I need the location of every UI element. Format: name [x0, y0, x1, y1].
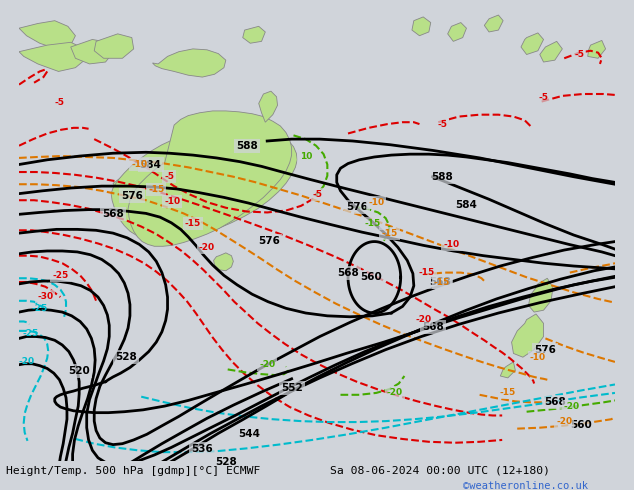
Polygon shape — [412, 17, 430, 36]
Text: -25: -25 — [22, 329, 39, 338]
Text: ©weatheronline.co.uk: ©weatheronline.co.uk — [463, 481, 588, 490]
Text: -20: -20 — [415, 315, 431, 324]
Text: 544: 544 — [238, 429, 261, 439]
Polygon shape — [540, 41, 562, 62]
Text: -15: -15 — [148, 185, 164, 195]
Polygon shape — [71, 40, 113, 64]
Text: -5: -5 — [164, 172, 174, 181]
Text: 520: 520 — [68, 367, 90, 376]
Polygon shape — [521, 33, 543, 54]
Text: 588: 588 — [236, 141, 258, 151]
Polygon shape — [529, 278, 553, 312]
Text: -15: -15 — [381, 229, 398, 238]
Polygon shape — [500, 362, 515, 378]
Text: -20: -20 — [259, 360, 275, 369]
Polygon shape — [588, 40, 605, 58]
Text: 576: 576 — [347, 202, 368, 212]
Text: -20: -20 — [387, 389, 403, 397]
Text: 588: 588 — [431, 172, 453, 182]
Text: 568: 568 — [429, 277, 451, 287]
Text: -15: -15 — [419, 268, 435, 277]
Text: 568: 568 — [337, 268, 359, 278]
Text: 568: 568 — [102, 209, 124, 220]
Text: -25: -25 — [32, 304, 48, 313]
Text: 560: 560 — [361, 272, 382, 282]
Polygon shape — [19, 21, 75, 49]
Text: 568: 568 — [544, 397, 566, 407]
Text: 552: 552 — [281, 383, 302, 393]
Text: -10: -10 — [443, 240, 460, 249]
Text: 536: 536 — [191, 444, 213, 454]
Polygon shape — [128, 111, 292, 246]
Text: -10: -10 — [131, 160, 147, 169]
Polygon shape — [484, 15, 503, 32]
Text: -10: -10 — [164, 196, 180, 206]
Text: -10: -10 — [530, 353, 546, 362]
Text: 576: 576 — [534, 344, 557, 355]
Polygon shape — [94, 34, 134, 58]
Text: 584: 584 — [139, 160, 162, 170]
Text: Height/Temp. 500 hPa [gdmp][°C] ECMWF: Height/Temp. 500 hPa [gdmp][°C] ECMWF — [6, 466, 261, 476]
Text: -10: -10 — [368, 197, 384, 207]
Text: 528: 528 — [215, 458, 236, 467]
Text: -15: -15 — [365, 219, 380, 228]
Text: -15: -15 — [500, 389, 516, 397]
Text: -5: -5 — [538, 93, 548, 102]
Text: -30: -30 — [37, 292, 53, 300]
Polygon shape — [512, 314, 543, 357]
Text: -20: -20 — [18, 357, 35, 367]
Text: 10: 10 — [299, 152, 312, 162]
Text: -5: -5 — [437, 120, 447, 128]
Text: -5: -5 — [313, 190, 323, 199]
Polygon shape — [243, 26, 265, 43]
Text: 568: 568 — [422, 322, 444, 332]
Text: -5: -5 — [55, 98, 65, 107]
Text: -20: -20 — [564, 402, 580, 411]
Text: -20: -20 — [199, 243, 215, 252]
Polygon shape — [153, 49, 226, 77]
Text: -5: -5 — [574, 50, 585, 59]
Text: 528: 528 — [115, 352, 137, 362]
Text: -15: -15 — [184, 219, 201, 228]
Text: -20: -20 — [556, 416, 573, 426]
Polygon shape — [19, 42, 87, 72]
Text: 576: 576 — [258, 236, 280, 245]
Polygon shape — [259, 91, 278, 122]
Polygon shape — [111, 129, 297, 241]
Polygon shape — [113, 132, 286, 228]
Polygon shape — [214, 253, 233, 270]
Text: -15: -15 — [434, 277, 450, 287]
Text: Sa 08-06-2024 00:00 UTC (12+180): Sa 08-06-2024 00:00 UTC (12+180) — [330, 466, 550, 476]
Text: 584: 584 — [455, 200, 477, 210]
Text: 560: 560 — [570, 420, 592, 430]
Text: 576: 576 — [121, 191, 143, 200]
Text: -25: -25 — [52, 271, 68, 280]
Polygon shape — [448, 23, 467, 41]
